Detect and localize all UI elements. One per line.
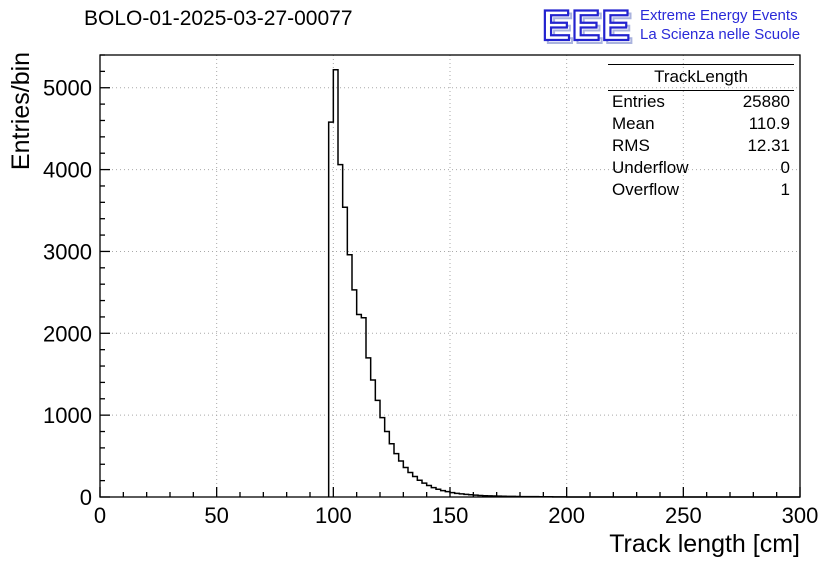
x-axis-label: Track length [cm] bbox=[609, 530, 800, 558]
svg-text:5000: 5000 bbox=[43, 76, 92, 101]
stats-row: Mean 110.9 bbox=[612, 114, 790, 133]
svg-text:250: 250 bbox=[665, 503, 702, 528]
eee-logo: EEE EEE Extreme Energy Events La Scienza… bbox=[540, 2, 836, 50]
svg-text:150: 150 bbox=[432, 503, 469, 528]
svg-text:300: 300 bbox=[782, 503, 819, 528]
svg-text:2000: 2000 bbox=[43, 321, 92, 346]
svg-text:100: 100 bbox=[315, 503, 352, 528]
eee-logo-caption: Extreme Energy Events La Scienza nelle S… bbox=[640, 2, 800, 44]
svg-text:50: 50 bbox=[204, 503, 228, 528]
svg-text:0: 0 bbox=[80, 485, 92, 510]
svg-text:200: 200 bbox=[548, 503, 585, 528]
plot-title: BOLO-01-2025-03-27-00077 bbox=[84, 7, 353, 30]
stats-row: Underflow 0 bbox=[612, 158, 790, 177]
svg-text:0: 0 bbox=[94, 503, 106, 528]
eee-logo-shadow-text: EEE bbox=[545, 5, 634, 50]
eee-logo-caption-line1: Extreme Energy Events bbox=[640, 7, 798, 24]
svg-text:3000: 3000 bbox=[43, 239, 92, 264]
svg-text:1000: 1000 bbox=[43, 403, 92, 428]
stats-rows: Entries 25880 Mean 110.9 RMS 12.31 Underflow 0 O… bbox=[608, 91, 794, 201]
y-axis-label: Entries/bin bbox=[7, 51, 35, 171]
eee-logo-caption-line2: La Scienza nelle Scuole bbox=[640, 26, 801, 43]
eee-logo-text: EEE bbox=[542, 2, 631, 50]
stats-title: TrackLength bbox=[608, 65, 794, 91]
stats-row: Entries 25880 bbox=[612, 92, 790, 111]
svg-text:4000: 4000 bbox=[43, 158, 92, 183]
stats-row: Overflow 1 bbox=[612, 180, 790, 199]
stats-box: TrackLength Entries 25880 Mean 110.9 RMS 12.3… bbox=[608, 64, 794, 201]
eee-logo-mark: EEE EEE bbox=[541, 2, 634, 50]
stats-row: RMS 12.31 bbox=[612, 136, 790, 155]
